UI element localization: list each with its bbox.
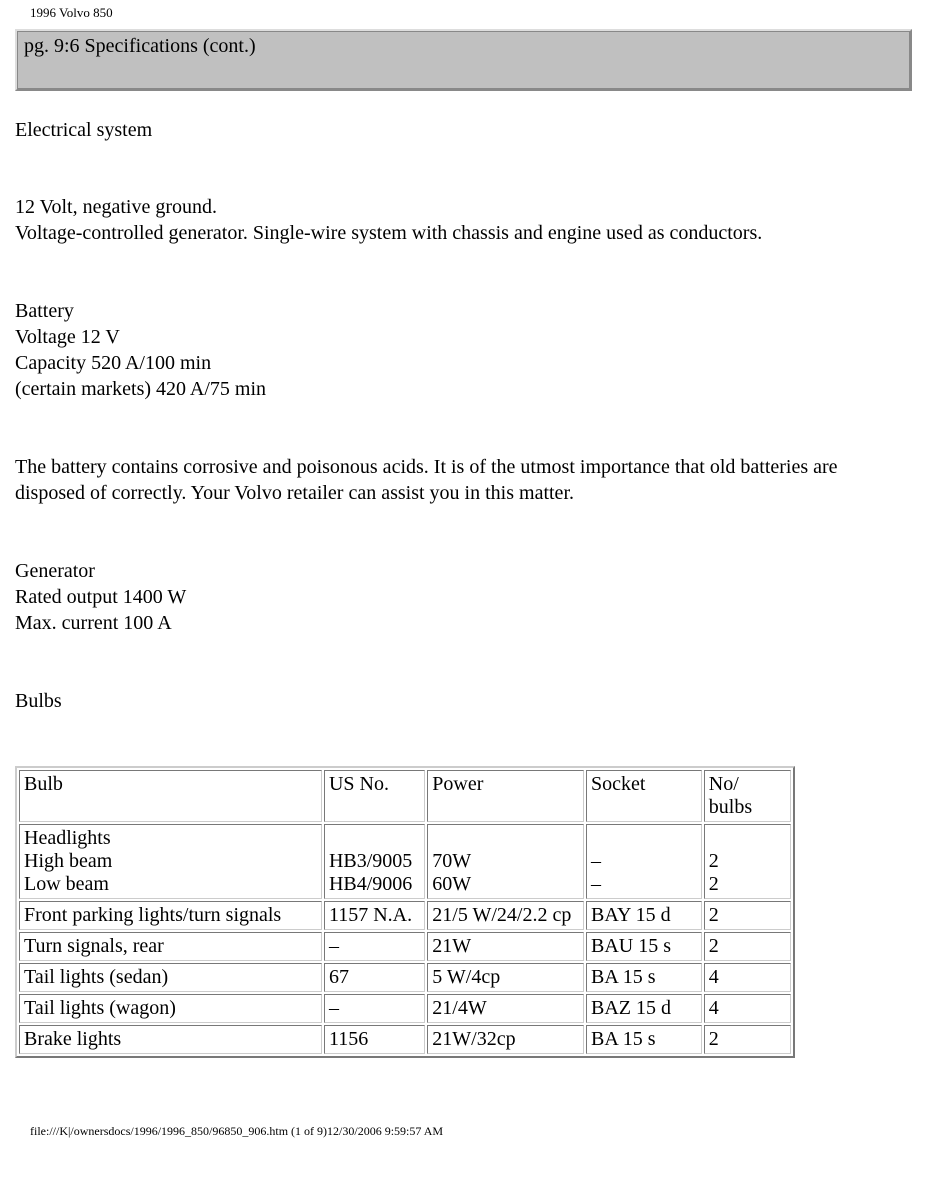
table-cell: BAZ 15 d — [586, 994, 702, 1023]
battery-warning: The battery contains corrosive and poiso… — [15, 454, 912, 506]
table-row: Tail lights (wagon)–21/4WBAZ 15 d4 — [19, 994, 791, 1023]
table-cell: 21/5 W/24/2.2 cp — [427, 901, 584, 930]
text-line: (certain markets) 420 A/75 min — [15, 376, 912, 402]
page-header-text: pg. 9:6 Specifications (cont.) — [17, 31, 910, 89]
table-row: Brake lights115621W/32cpBA 15 s2 — [19, 1025, 791, 1054]
table-row: HeadlightsHigh beamLow beam HB3/9005HB4/… — [19, 824, 791, 899]
table-header-cell: US No. — [324, 770, 425, 822]
table-cell: Brake lights — [19, 1025, 322, 1054]
table-cell: BAU 15 s — [586, 932, 702, 961]
bulbs-table: BulbUS No.PowerSocketNo/bulbsHeadlightsH… — [15, 766, 795, 1058]
footer-file-path: file:///K|/ownersdocs/1996/1996_850/9685… — [0, 1118, 927, 1145]
table-cell: HB3/9005HB4/9006 — [324, 824, 425, 899]
table-cell: 4 — [704, 963, 791, 992]
table-header-cell: Socket — [586, 770, 702, 822]
table-cell: BAY 15 d — [586, 901, 702, 930]
table-cell: 1157 N.A. — [324, 901, 425, 930]
table-header-cell: No/bulbs — [704, 770, 791, 822]
document-title: 1996 Volvo 850 — [0, 0, 927, 29]
table-cell: –– — [586, 824, 702, 899]
table-cell: 70W60W — [427, 824, 584, 899]
table-cell: BA 15 s — [586, 963, 702, 992]
text-line: Rated output 1400 W — [15, 584, 912, 610]
text-line: Max. current 100 A — [15, 610, 912, 636]
text-line: Capacity 520 A/100 min — [15, 350, 912, 376]
bulbs-heading: Bulbs — [15, 688, 912, 714]
table-cell: 21W — [427, 932, 584, 961]
table-header-cell: Bulb — [19, 770, 322, 822]
text-line: Voltage-controlled generator. Single-wir… — [15, 220, 912, 246]
table-cell: Tail lights (sedan) — [19, 963, 322, 992]
table-cell: Turn signals, rear — [19, 932, 322, 961]
table-cell: HeadlightsHigh beamLow beam — [19, 824, 322, 899]
text-line: Generator — [15, 558, 912, 584]
table-cell: – — [324, 932, 425, 961]
table-cell: 2 — [704, 1025, 791, 1054]
text-line: 12 Volt, negative ground. — [15, 194, 912, 220]
table-cell: Tail lights (wagon) — [19, 994, 322, 1023]
table-cell: 21/4W — [427, 994, 584, 1023]
table-row: Turn signals, rear–21WBAU 15 s2 — [19, 932, 791, 961]
generator-specs: Generator Rated output 1400 W Max. curre… — [15, 558, 912, 636]
text-line: Voltage 12 V — [15, 324, 912, 350]
table-row: Front parking lights/turn signals1157 N.… — [19, 901, 791, 930]
battery-specs: Battery Voltage 12 V Capacity 520 A/100 … — [15, 298, 912, 402]
table-cell: – — [324, 994, 425, 1023]
electrical-description: 12 Volt, negative ground. Voltage-contro… — [15, 194, 912, 246]
text-line: Battery — [15, 298, 912, 324]
table-cell: BA 15 s — [586, 1025, 702, 1054]
table-header-row: BulbUS No.PowerSocketNo/bulbs — [19, 770, 791, 822]
table-row: Tail lights (sedan)675 W/4cpBA 15 s4 — [19, 963, 791, 992]
table-cell: 21W/32cp — [427, 1025, 584, 1054]
table-cell: 2 — [704, 932, 791, 961]
table-cell: 1156 — [324, 1025, 425, 1054]
table-cell: 5 W/4cp — [427, 963, 584, 992]
table-cell: 22 — [704, 824, 791, 899]
table-cell: 4 — [704, 994, 791, 1023]
table-cell: 67 — [324, 963, 425, 992]
table-cell: 2 — [704, 901, 791, 930]
table-header-cell: Power — [427, 770, 584, 822]
table-cell: Front parking lights/turn signals — [19, 901, 322, 930]
section-heading: Electrical system — [15, 119, 912, 142]
page-header-box: pg. 9:6 Specifications (cont.) — [15, 29, 912, 91]
